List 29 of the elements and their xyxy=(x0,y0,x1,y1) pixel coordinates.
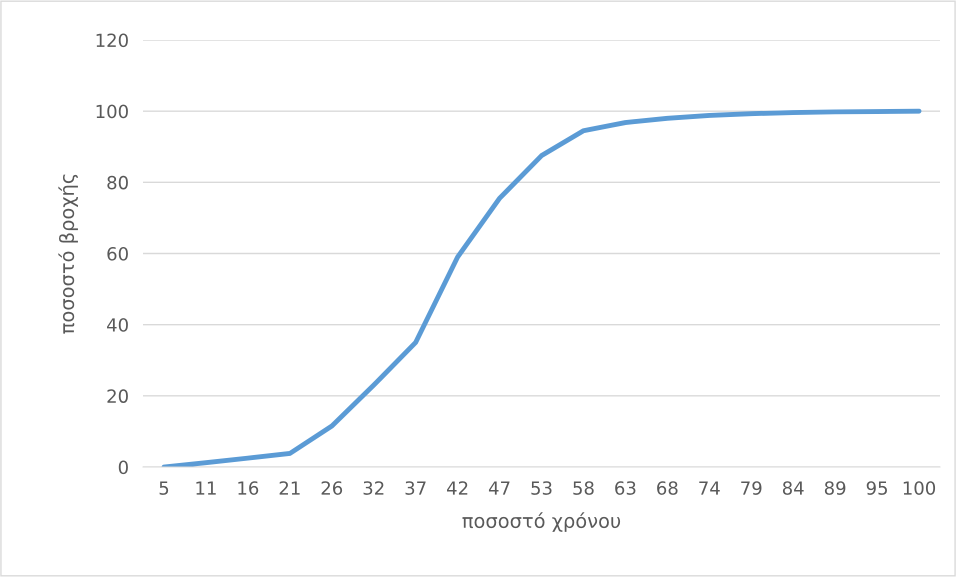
x-tick-label: 11 xyxy=(196,481,216,495)
x-tick-label: 42 xyxy=(447,481,468,495)
x-tick-label: 53 xyxy=(531,481,552,495)
y-tick-label: 60 xyxy=(107,246,128,261)
x-tick-label: 74 xyxy=(699,481,720,495)
x-tick-label: 47 xyxy=(488,481,510,495)
x-tick-label: 32 xyxy=(364,481,384,495)
x-tick-label: 26 xyxy=(322,481,342,495)
x-tick-label: 16 xyxy=(238,481,258,495)
x-axis-title: ποσοστό χρόνου xyxy=(462,512,620,532)
y-tick-label: 40 xyxy=(107,318,128,332)
y-tick-label: 100 xyxy=(96,104,128,118)
x-tick-label: 63 xyxy=(615,481,636,495)
y-tick-label: 80 xyxy=(107,176,128,190)
x-tick-label: 79 xyxy=(741,481,762,495)
x-tick-label: 95 xyxy=(866,481,887,495)
x-tick-label: 89 xyxy=(824,481,846,495)
y-tick-label: 0 xyxy=(118,460,128,474)
y-tick-label: 20 xyxy=(107,389,128,403)
x-tick-label: 68 xyxy=(657,481,678,495)
x-tick-label: 58 xyxy=(573,481,594,495)
x-tick-label: 84 xyxy=(782,481,804,495)
x-tick-label: 100 xyxy=(904,481,936,495)
line-series xyxy=(162,108,922,467)
y-tick-label: 120 xyxy=(96,33,128,48)
x-tick-label: 5 xyxy=(160,481,168,495)
x-tick-label: 21 xyxy=(280,481,300,495)
y-axis-title: ποσοστό βροχής xyxy=(58,174,78,334)
x-tick-label: 37 xyxy=(406,481,426,495)
